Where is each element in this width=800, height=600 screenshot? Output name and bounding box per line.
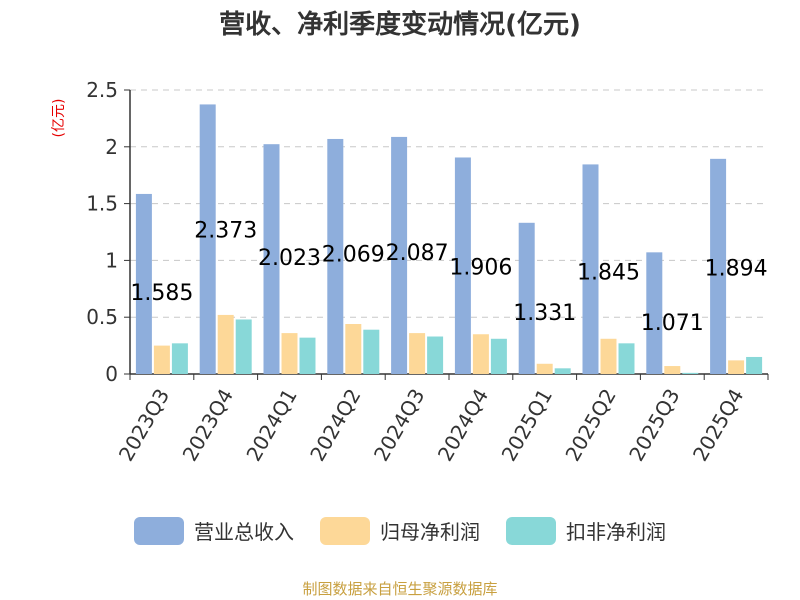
- bar-parent-net-profit: [409, 333, 426, 374]
- data-label: 1.331: [513, 301, 576, 326]
- bar-revenue: [518, 222, 535, 374]
- x-tick-label: 2024Q2: [305, 385, 365, 466]
- y-tick-label: 2: [105, 135, 118, 159]
- data-label: 1.894: [705, 256, 768, 281]
- x-tick-label: 2024Q1: [241, 385, 301, 466]
- bar-deducted-net-profit: [490, 338, 507, 374]
- data-label: 2.087: [386, 241, 449, 266]
- data-label: 2.373: [194, 218, 257, 243]
- x-tick-label: 2025Q1: [497, 385, 557, 466]
- bar-revenue: [135, 193, 152, 374]
- x-tick-label: 2023Q3: [114, 385, 174, 466]
- y-tick-label: 0: [105, 362, 118, 386]
- bar-deducted-net-profit: [682, 372, 699, 374]
- bar-parent-net-profit: [153, 345, 170, 374]
- legend-item-revenue[interactable]: 营业总收入: [134, 516, 294, 545]
- bar-parent-net-profit: [217, 314, 234, 374]
- bar-deducted-net-profit: [235, 319, 252, 374]
- y-tick-label: 2.5: [86, 78, 118, 102]
- bar-deducted-net-profit: [363, 329, 380, 374]
- x-tick-label: 2024Q4: [433, 385, 493, 466]
- bar-parent-net-profit: [345, 324, 362, 374]
- bar-deducted-net-profit: [427, 336, 444, 374]
- bar-revenue: [327, 138, 344, 374]
- bar-parent-net-profit: [728, 360, 745, 374]
- data-source-note: 制图数据来自恒生聚源数据库: [302, 580, 498, 598]
- legend-item-deducted-net-profit[interactable]: 扣非净利润: [506, 516, 666, 545]
- bar-revenue: [391, 136, 408, 374]
- x-tick-label: 2024Q3: [369, 385, 429, 466]
- bar-revenue: [582, 164, 599, 374]
- bar-revenue: [454, 157, 471, 374]
- legend: 营业总收入 归母净利润 扣非净利润: [0, 516, 800, 545]
- bar-revenue: [199, 104, 216, 375]
- y-tick-label: 1.5: [86, 192, 118, 216]
- chart-title: 营收、净利季度变动情况(亿元): [219, 10, 581, 40]
- bar-revenue: [263, 144, 280, 374]
- legend-label-deducted-net-profit: 扣非净利润: [566, 520, 666, 544]
- bar-revenue: [710, 158, 727, 374]
- data-label: 1.906: [449, 255, 512, 280]
- legend-swatch-revenue: [134, 516, 184, 545]
- legend-swatch-deducted-net-profit: [506, 516, 556, 545]
- data-label: 2.069: [322, 242, 385, 267]
- data-label: 1.845: [577, 260, 640, 285]
- legend-label-revenue: 营业总收入: [194, 520, 294, 544]
- bar-parent-net-profit: [600, 338, 617, 374]
- y-tick-label: 0.5: [86, 305, 118, 329]
- data-label: 1.071: [641, 311, 704, 336]
- bar-deducted-net-profit: [554, 368, 571, 374]
- x-tick-label: 2025Q3: [624, 385, 684, 466]
- bar-deducted-net-profit: [618, 343, 635, 374]
- x-tick-label: 2025Q2: [560, 385, 620, 466]
- legend-label-parent-net-profit: 归母净利润: [380, 520, 480, 544]
- data-label: 2.023: [258, 246, 321, 271]
- legend-item-parent-net-profit[interactable]: 归母净利润: [320, 516, 480, 545]
- bar-deducted-net-profit: [746, 356, 763, 374]
- bar-deducted-net-profit: [171, 343, 188, 374]
- data-label: 1.585: [130, 281, 193, 306]
- bar-parent-net-profit: [472, 334, 489, 374]
- x-tick-label: 2023Q4: [178, 385, 238, 466]
- y-tick-label: 1: [105, 248, 118, 272]
- x-tick-label: 2025Q4: [688, 385, 748, 466]
- bar-revenue: [646, 252, 663, 374]
- bar-parent-net-profit: [281, 333, 298, 374]
- legend-swatch-parent-net-profit: [320, 516, 370, 545]
- bar-deducted-net-profit: [299, 337, 316, 374]
- bar-parent-net-profit: [664, 366, 681, 374]
- bar-parent-net-profit: [536, 363, 553, 374]
